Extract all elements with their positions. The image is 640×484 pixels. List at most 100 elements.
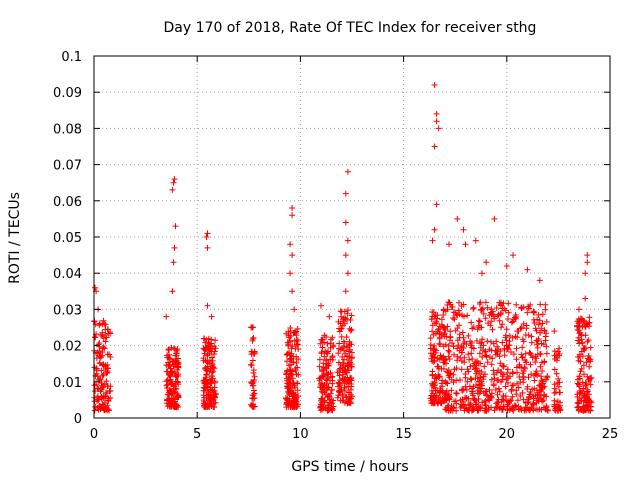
data-point xyxy=(528,339,535,346)
data-point xyxy=(475,317,482,324)
data-point xyxy=(582,323,589,330)
data-point xyxy=(503,376,510,383)
data-point xyxy=(541,327,548,334)
data-point xyxy=(519,389,526,396)
data-point xyxy=(504,370,511,376)
data-point xyxy=(536,387,543,394)
data-point xyxy=(539,368,546,374)
data-point xyxy=(435,363,442,370)
data-point xyxy=(429,328,436,335)
data-point xyxy=(442,390,449,396)
data-point xyxy=(478,380,485,387)
data-point xyxy=(522,350,529,357)
x-tick-label: 5 xyxy=(193,427,201,442)
data-point xyxy=(102,338,109,345)
y-axis-title: ROTI / TECUs xyxy=(7,192,23,284)
data-point xyxy=(321,339,327,346)
data-point xyxy=(343,334,350,341)
data-point xyxy=(527,301,534,308)
data-point xyxy=(294,341,301,348)
data-point xyxy=(103,378,110,385)
data-point xyxy=(455,307,462,314)
data-point xyxy=(345,307,351,314)
data-point xyxy=(292,365,299,372)
data-point xyxy=(330,403,337,410)
data-point xyxy=(476,301,483,307)
data-point xyxy=(577,358,584,365)
data-point xyxy=(496,353,503,360)
data-point xyxy=(539,398,546,405)
data-point xyxy=(539,378,546,385)
data-point xyxy=(433,110,440,117)
data-point xyxy=(503,337,510,344)
data-point xyxy=(533,327,540,334)
data-point xyxy=(551,366,558,373)
data-point xyxy=(442,378,449,385)
data-point xyxy=(289,212,296,219)
data-point xyxy=(335,392,342,399)
data-point xyxy=(575,403,582,410)
data-point xyxy=(338,386,345,393)
data-point xyxy=(175,363,182,370)
data-point xyxy=(484,304,491,311)
data-point xyxy=(248,379,255,386)
y-tick-label: 0.02 xyxy=(53,340,82,355)
data-point xyxy=(431,393,438,400)
y-tick-label: 0.04 xyxy=(53,267,82,282)
data-point xyxy=(586,363,593,370)
data-point xyxy=(336,340,343,347)
data-point xyxy=(476,350,483,357)
data-point xyxy=(483,259,490,266)
data-point xyxy=(330,343,337,350)
data-point xyxy=(451,398,458,405)
data-point xyxy=(99,345,106,352)
data-point xyxy=(488,376,495,383)
data-point xyxy=(428,387,435,394)
data-point xyxy=(479,336,486,343)
data-point xyxy=(287,339,293,345)
data-point xyxy=(528,371,535,378)
data-point xyxy=(250,334,257,341)
data-point xyxy=(471,366,478,373)
data-point xyxy=(328,387,335,394)
data-point xyxy=(514,380,520,387)
data-point xyxy=(94,394,101,401)
data-point xyxy=(467,375,474,382)
data-point xyxy=(543,350,550,357)
data-point xyxy=(519,354,526,361)
data-point xyxy=(525,393,532,400)
data-point xyxy=(533,355,540,362)
data-point xyxy=(285,389,292,396)
data-point xyxy=(584,338,591,345)
data-point xyxy=(579,316,586,323)
data-point xyxy=(542,301,549,308)
data-point xyxy=(577,353,583,360)
data-point xyxy=(203,344,210,351)
data-point xyxy=(500,363,507,369)
data-point xyxy=(327,369,334,376)
data-point xyxy=(465,332,472,339)
data-point xyxy=(518,351,525,358)
data-point xyxy=(491,375,498,382)
data-point xyxy=(470,304,477,311)
data-point xyxy=(469,385,475,392)
data-point xyxy=(495,346,502,353)
data-point xyxy=(513,391,520,398)
data-point xyxy=(202,365,209,372)
data-point xyxy=(542,337,549,344)
data-point xyxy=(325,405,331,412)
data-point xyxy=(555,383,562,390)
data-point xyxy=(96,322,103,329)
data-point xyxy=(206,342,213,349)
data-point xyxy=(495,311,502,318)
data-point xyxy=(526,407,533,414)
data-point xyxy=(286,349,293,356)
data-point xyxy=(451,316,458,323)
data-point xyxy=(289,252,296,259)
data-point xyxy=(169,288,176,295)
data-point xyxy=(522,404,529,411)
data-point xyxy=(92,284,98,291)
data-point xyxy=(482,397,489,404)
data-point xyxy=(102,393,109,400)
data-point xyxy=(437,385,444,392)
